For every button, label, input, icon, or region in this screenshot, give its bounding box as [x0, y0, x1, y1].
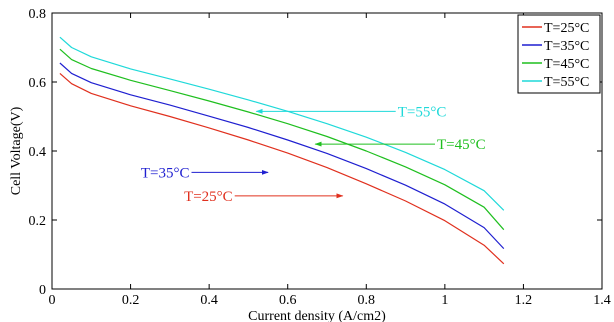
annotation-label: T=45°C [437, 137, 486, 153]
y-tick-label: 0.2 [29, 214, 47, 229]
y-axis-title: Cell Voltage(V) [9, 106, 24, 195]
legend-label: T=35°C [544, 39, 589, 54]
series-line [59, 48, 505, 231]
x-tick-label: 0 [49, 293, 56, 308]
series-line [59, 36, 505, 211]
plot-area: 0 0.2 0.4 0.6 0.8 1 1.2 1.400.20.40.60.8Current… [9, 7, 611, 322]
x-tick-label: 1.4 [593, 293, 611, 308]
annotation-label: T=35°C [141, 165, 190, 181]
legend-box [517, 14, 601, 94]
x-tick-label: 0.4 [200, 293, 218, 308]
y-tick-label: 0.4 [29, 145, 47, 160]
x-tick-label: 1.2 [515, 293, 533, 308]
series-line [59, 72, 505, 265]
legend-label: T=25°C [544, 21, 589, 36]
series-line [59, 62, 505, 250]
x-tick-label: 0.8 [358, 293, 376, 308]
y-tick-label: 0.6 [29, 76, 47, 91]
y-tick-label: 0.8 [29, 7, 47, 22]
x-axis-title: Current density (A/cm2) [248, 309, 386, 322]
x-tick-label: 0.2 [122, 293, 140, 308]
annotation-label: T=25°C [184, 189, 233, 205]
annotation-label: T=55°C [398, 104, 447, 120]
legend-label: T=45°C [544, 57, 589, 72]
legend-label: T=55°C [544, 75, 589, 90]
y-tick-label: 0 [39, 283, 46, 298]
x-tick-label: 0.6 [279, 293, 297, 308]
x-tick-label: 1 [441, 293, 448, 308]
